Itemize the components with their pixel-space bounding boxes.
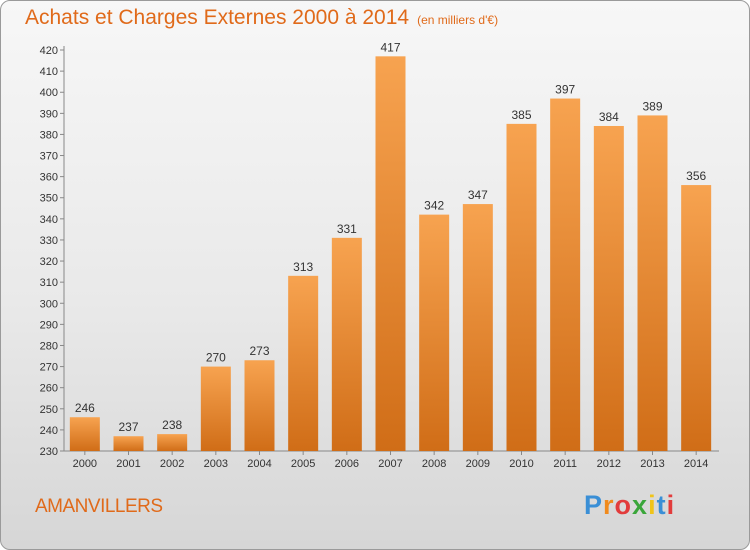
x-axis: 2000 2001 2002 2003 2004 2005 2006 2007 2008 2009… [64,450,719,470]
data-label-2014: 356 [686,169,706,183]
bar-2008 [419,214,450,451]
x-tick-label-2006: 2006 [335,458,359,470]
bar-2003 [200,366,231,451]
bars: 246 237 238 270 273 313 331 417 342 347 385 397 384 3… [69,40,712,452]
bar-2013 [637,115,668,451]
x-tick-label-2002: 2002 [160,458,184,470]
data-label-2008: 342 [424,199,444,213]
data-label-2000: 246 [75,401,95,415]
bar-2012 [593,125,624,452]
y-tick-label: 320 [40,256,58,268]
y-tick-label: 370 [40,151,58,163]
data-label-2010: 385 [511,108,531,122]
y-tick-label: 240 [40,425,58,437]
y-axis: 230 240 250 260 270 280 290 300 310 320 330 340 350 3… [40,45,65,458]
y-tick-label: 350 [40,193,58,205]
bar-2007 [375,56,406,452]
x-tick-label-2001: 2001 [116,458,140,470]
data-label-2013: 389 [642,99,662,113]
y-tick-label: 270 [40,362,58,374]
y-tick-label: 400 [40,87,58,99]
y-tick-label: 250 [40,404,58,416]
logo-letter: P [584,490,604,520]
logo-letter: i [648,490,657,520]
data-label-2009: 347 [468,188,488,202]
x-tick-label-2012: 2012 [597,458,621,470]
bar-2004 [244,360,275,451]
x-tick-label-2009: 2009 [466,458,490,470]
logo-letter: x [632,490,649,520]
logo-letter: r [603,490,615,520]
location-name: AMANVILLERS [35,496,163,517]
bar-2006 [331,237,362,451]
chart-title-block: Achats et Charges Externes 2000 à 2014 (e… [25,6,498,30]
x-tick-label-2004: 2004 [247,458,271,470]
data-label-2004: 273 [249,344,269,358]
y-tick-label: 340 [40,214,58,226]
logo-letter: i [666,490,676,520]
proxiti-logo: Proxiti [584,490,675,521]
bar-2014 [681,185,712,452]
bar-2009 [462,204,493,451]
data-label-2001: 237 [118,420,138,434]
x-tick-label-2007: 2007 [378,458,402,470]
x-tick-label-2011: 2011 [553,458,577,470]
y-tick-label: 230 [40,446,58,458]
data-label-2007: 417 [380,40,400,54]
bar-2010 [506,123,537,452]
y-tick-label: 310 [40,277,58,289]
bar-2001 [113,436,144,451]
x-tick-label-2000: 2000 [73,458,97,470]
x-tick-label-2005: 2005 [291,458,315,470]
y-tick-label: 360 [40,172,58,184]
chart-title: Achats et Charges Externes 2000 à 2014 [25,6,410,29]
y-tick-label: 330 [40,235,58,247]
data-label-2006: 331 [337,222,357,236]
data-label-2005: 313 [293,260,313,274]
y-tick-label: 280 [40,340,58,352]
data-label-2002: 238 [162,418,182,432]
y-tick-label: 420 [40,45,58,57]
logo-letter: t [656,490,667,520]
y-tick-label: 410 [40,66,58,78]
bar-2011 [550,98,581,451]
y-tick-label: 380 [40,129,58,141]
x-tick-label-2010: 2010 [509,458,533,470]
data-label-2003: 270 [206,351,226,365]
bar-2002 [157,434,188,451]
x-tick-label-2014: 2014 [684,458,708,470]
x-tick-label-2003: 2003 [204,458,228,470]
y-tick-label: 300 [40,298,58,310]
bar-2005 [288,275,319,451]
logo-letter: o [614,490,633,520]
y-tick-label: 260 [40,383,58,395]
data-label-2012: 384 [599,110,619,124]
y-tick-label: 390 [40,108,58,120]
bar-2000 [69,417,100,451]
x-tick-label-2008: 2008 [422,458,446,470]
y-tick-label: 290 [40,319,58,331]
chart-subtitle: (en milliers d'€) [417,13,499,27]
x-tick-label-2013: 2013 [640,458,664,470]
data-label-2011: 397 [555,83,575,97]
